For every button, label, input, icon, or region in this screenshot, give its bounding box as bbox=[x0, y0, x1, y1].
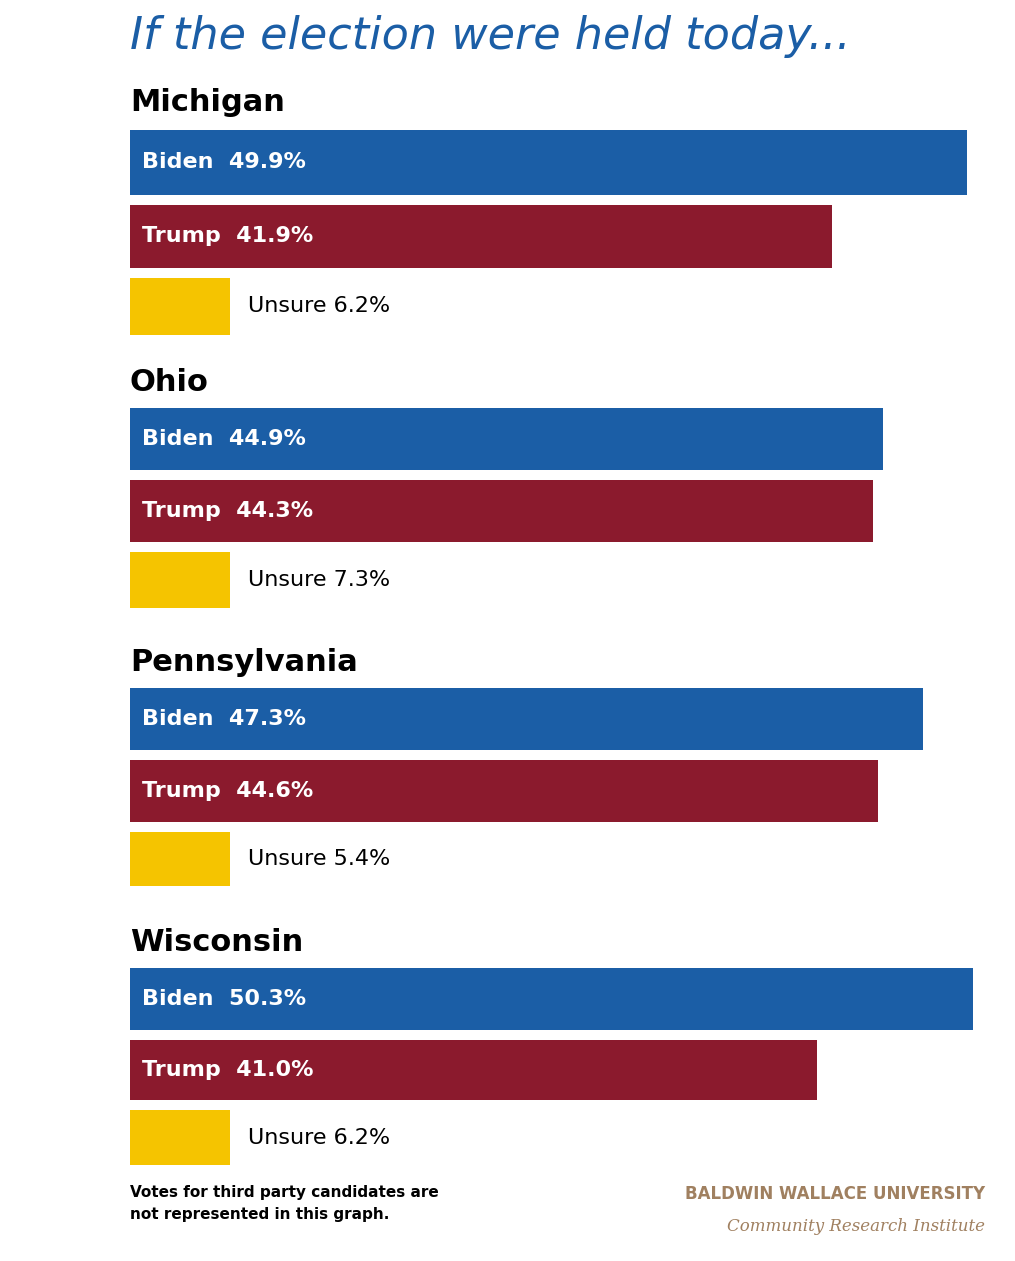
Text: Biden  47.3%: Biden 47.3% bbox=[142, 709, 306, 729]
Bar bbox=[130, 760, 878, 822]
Bar bbox=[130, 1110, 230, 1165]
Text: Trump  44.6%: Trump 44.6% bbox=[142, 781, 314, 801]
Text: Unsure 7.3%: Unsure 7.3% bbox=[248, 570, 390, 590]
Text: Votes for third party candidates are
not represented in this graph.: Votes for third party candidates are not… bbox=[130, 1185, 438, 1222]
Bar bbox=[130, 409, 883, 470]
Text: Pennsylvania: Pennsylvania bbox=[130, 648, 357, 677]
Text: Trump  41.9%: Trump 41.9% bbox=[142, 227, 314, 246]
Bar bbox=[130, 1040, 817, 1100]
Text: Wisconsin: Wisconsin bbox=[130, 928, 303, 957]
Text: Trump  41.0%: Trump 41.0% bbox=[142, 1061, 314, 1079]
Text: Unsure 6.2%: Unsure 6.2% bbox=[248, 296, 390, 317]
Bar bbox=[130, 480, 873, 542]
Text: Michigan: Michigan bbox=[130, 88, 285, 117]
Text: Biden  49.9%: Biden 49.9% bbox=[142, 153, 306, 173]
Bar bbox=[130, 689, 923, 750]
Text: Biden  44.9%: Biden 44.9% bbox=[142, 429, 306, 449]
Bar bbox=[130, 206, 832, 269]
Text: Unsure 5.4%: Unsure 5.4% bbox=[248, 849, 390, 869]
Text: Biden  50.3%: Biden 50.3% bbox=[142, 989, 307, 1009]
Text: Unsure 6.2%: Unsure 6.2% bbox=[248, 1127, 390, 1148]
Text: Community Research Institute: Community Research Institute bbox=[727, 1218, 985, 1235]
Text: Ohio: Ohio bbox=[130, 368, 209, 397]
Text: Trump  44.3%: Trump 44.3% bbox=[142, 501, 313, 521]
Bar bbox=[130, 277, 230, 335]
Text: BALDWIN WALLACE UNIVERSITY: BALDWIN WALLACE UNIVERSITY bbox=[685, 1185, 985, 1203]
Bar bbox=[130, 552, 230, 608]
Bar bbox=[130, 130, 966, 195]
Bar bbox=[130, 832, 230, 886]
Text: If the election were held today...: If the election were held today... bbox=[130, 15, 851, 58]
Bar bbox=[130, 968, 973, 1030]
